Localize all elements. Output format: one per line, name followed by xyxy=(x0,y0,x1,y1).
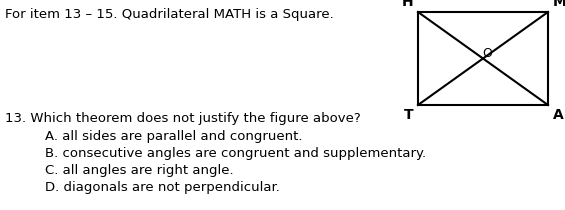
Text: 13. Which theorem does not justify the figure above?: 13. Which theorem does not justify the f… xyxy=(5,112,360,125)
Bar xyxy=(418,12,548,105)
Text: H: H xyxy=(402,0,414,9)
Text: T: T xyxy=(404,108,414,122)
Text: A: A xyxy=(553,108,563,122)
Text: A. all sides are parallel and congruent.: A. all sides are parallel and congruent. xyxy=(45,130,302,143)
Text: D. diagonals are not perpendicular.: D. diagonals are not perpendicular. xyxy=(45,181,280,194)
Text: O: O xyxy=(483,47,493,60)
Text: B. consecutive angles are congruent and supplementary.: B. consecutive angles are congruent and … xyxy=(45,147,426,160)
Text: For item 13 – 15. Quadrilateral MATH is a Square.: For item 13 – 15. Quadrilateral MATH is … xyxy=(5,8,334,21)
Text: M: M xyxy=(553,0,565,9)
Text: C. all angles are right angle.: C. all angles are right angle. xyxy=(45,164,233,177)
